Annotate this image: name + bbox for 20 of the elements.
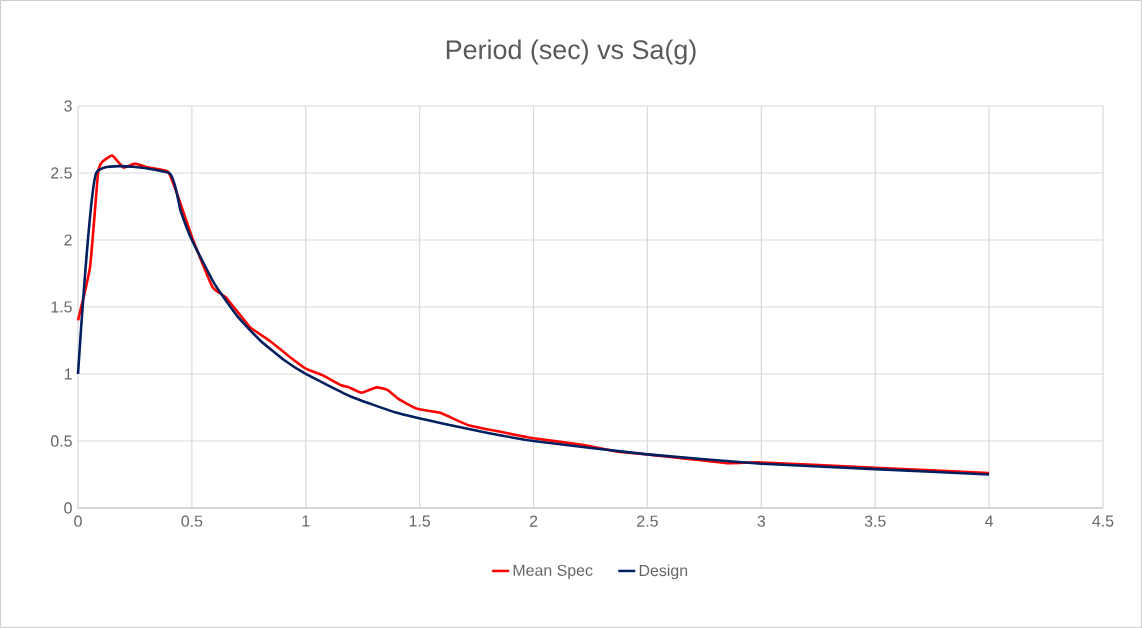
x-tick-label: 3 [757, 515, 766, 527]
x-tick-label: 1.5 [409, 515, 431, 527]
x-tick-label: 0 [74, 515, 82, 527]
x-tick-label: 3.5 [864, 515, 886, 527]
y-tick-label: 2 [64, 234, 72, 246]
x-tick-label: 1 [302, 515, 310, 527]
y-tick-label: 2.5 [51, 167, 72, 179]
x-tick-label: 2.5 [637, 515, 658, 527]
y-tick-label: 0 [64, 502, 72, 514]
x-tick-label: 0.5 [181, 515, 203, 527]
x-tick-label: 4.5 [1092, 515, 1114, 527]
y-tick-label: 3 [64, 100, 72, 112]
y-tick-label: 1.5 [51, 301, 72, 313]
x-tick-label: 4 [985, 515, 994, 527]
chart-title: Period (sec) vs Sa(g) [446, 39, 696, 65]
x-tick-label: 2 [529, 515, 538, 527]
legend-label: Design [639, 564, 688, 580]
y-tick-label: 0.5 [50, 435, 72, 447]
y-tick-label: 1 [64, 368, 72, 380]
legend-label: Mean Spec [513, 564, 593, 580]
